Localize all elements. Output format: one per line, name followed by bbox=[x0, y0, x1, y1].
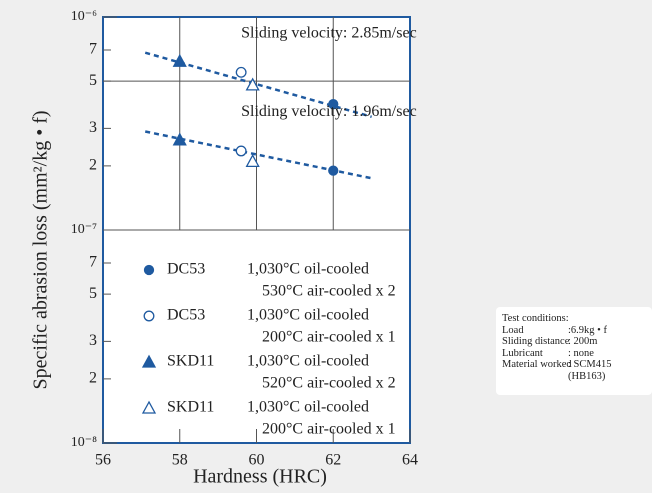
y-tick-label: 10⁻⁷ bbox=[71, 222, 97, 237]
x-tick-label: 58 bbox=[172, 452, 188, 469]
legend-note: 530°C air-cooled x 2 bbox=[262, 283, 396, 300]
x-tick-label: 60 bbox=[249, 452, 265, 469]
annotation: Sliding velocity: 1.96m/sec bbox=[241, 103, 417, 120]
condition-label: Lubricant bbox=[502, 347, 543, 359]
x-tick-label: 64 bbox=[402, 452, 418, 469]
legend-name: DC53 bbox=[167, 307, 205, 324]
condition-value: : 200m bbox=[568, 336, 598, 347]
y-tick-label: 10⁻⁸ bbox=[71, 435, 97, 450]
y-tick-label: 7 bbox=[89, 254, 97, 271]
condition-value: :6.9kg • f bbox=[568, 324, 607, 336]
legend-marker bbox=[143, 264, 155, 276]
condition-row: Sliding distance: 200m bbox=[502, 336, 652, 348]
y-tick-label: 3 bbox=[89, 119, 97, 136]
condition-row: (HB163) bbox=[502, 371, 652, 383]
legend-note: 520°C air-cooled x 2 bbox=[262, 375, 396, 392]
y-tick-label: 3 bbox=[89, 332, 97, 349]
y-axis-label: Specific abrasion loss (mm²/kg • f) bbox=[30, 110, 52, 389]
condition-value: (HB163) bbox=[568, 370, 606, 382]
marker bbox=[245, 77, 260, 91]
y-tick-label: 5 bbox=[89, 285, 97, 302]
y-tick-label: 7 bbox=[89, 41, 97, 58]
legend-marker bbox=[141, 354, 157, 368]
condition-label: Material worked bbox=[502, 359, 572, 370]
legend-note: 1,030°C oil-cooled bbox=[247, 399, 369, 416]
legend-name: DC53 bbox=[167, 261, 205, 278]
condition-row: Lubricant : none bbox=[502, 348, 652, 360]
marker bbox=[328, 98, 339, 110]
x-tick-label: 56 bbox=[95, 452, 111, 469]
legend-note: 1,030°C oil-cooled bbox=[247, 261, 369, 278]
legend-marker bbox=[143, 310, 155, 322]
condition-label: Sliding distance bbox=[502, 336, 570, 347]
test-conditions-title: Test conditions: bbox=[502, 313, 569, 324]
condition-row: Load :6.9kg • f bbox=[502, 325, 652, 337]
marker bbox=[235, 66, 247, 78]
y-tick-label: 5 bbox=[89, 72, 97, 89]
legend-name: SKD11 bbox=[167, 399, 214, 416]
test-conditions: Test conditions: Load :6.9kg • f Sliding d… bbox=[496, 307, 652, 395]
marker bbox=[328, 165, 339, 176]
condition-value: : SCM415 bbox=[568, 359, 612, 370]
legend-name: SKD11 bbox=[167, 353, 214, 370]
marker bbox=[245, 154, 260, 168]
condition-label: Load bbox=[502, 324, 524, 336]
marker bbox=[172, 53, 187, 67]
y-tick-label: 2 bbox=[89, 157, 97, 174]
x-tick-label: 62 bbox=[325, 452, 341, 469]
legend-note: 200°C air-cooled x 1 bbox=[262, 329, 396, 346]
x-axis-label: Hardness (HRC) bbox=[193, 466, 327, 488]
annotation: Sliding velocity: 2.85m/sec bbox=[241, 25, 417, 42]
legend-note: 200°C air-cooled x 1 bbox=[262, 421, 396, 438]
legend-note: 1,030°C oil-cooled bbox=[247, 353, 369, 370]
condition-row: Material worked: SCM415 bbox=[502, 359, 652, 371]
marker bbox=[235, 145, 247, 157]
legend-note: 1,030°C oil-cooled bbox=[247, 307, 369, 324]
y-tick-label: 10⁻⁶ bbox=[71, 9, 97, 24]
y-tick-label: 2 bbox=[89, 370, 97, 387]
condition-value: : none bbox=[568, 347, 594, 359]
legend-marker bbox=[141, 400, 157, 414]
marker bbox=[172, 132, 187, 146]
